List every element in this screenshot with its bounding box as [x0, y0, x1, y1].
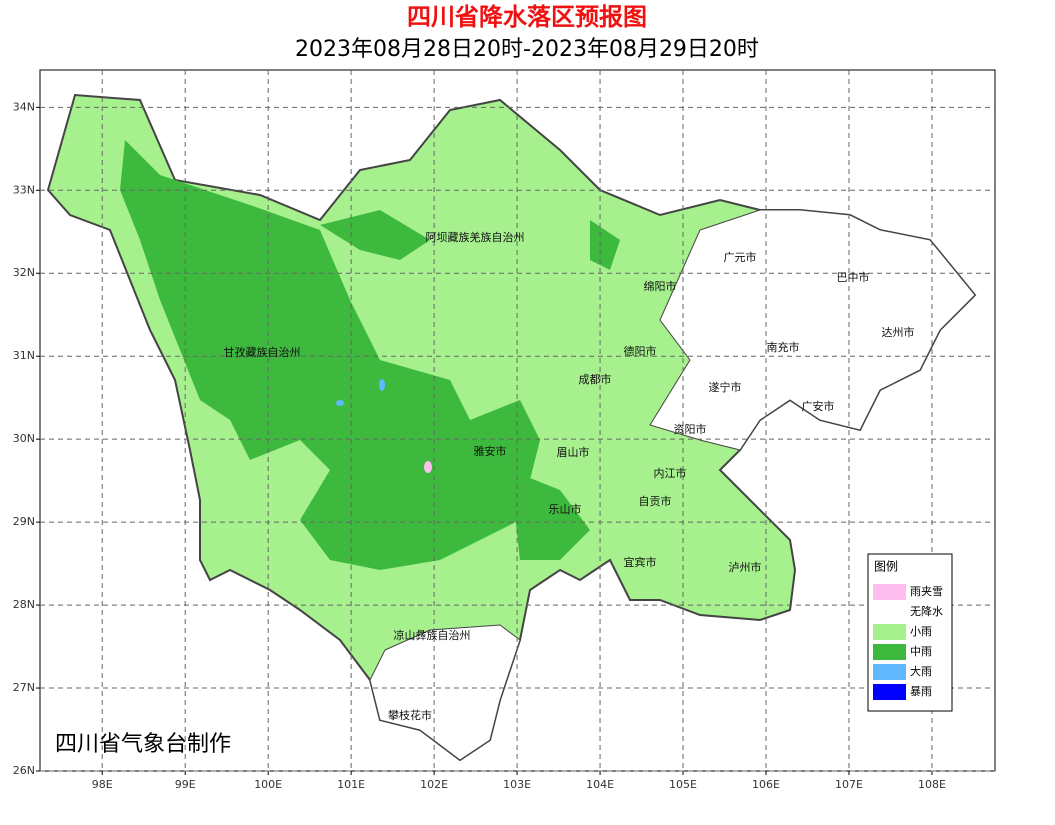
- x-tick-label: 108E: [918, 778, 946, 791]
- place-label: 达州市: [882, 325, 915, 339]
- x-tick-label: 106E: [752, 778, 780, 791]
- place-label: 雅安市: [474, 444, 507, 458]
- y-tick-label: 28N: [13, 598, 35, 611]
- legend-label: 中雨: [910, 645, 932, 658]
- place-label: 眉山市: [557, 445, 590, 459]
- place-label: 遂宁市: [709, 380, 742, 394]
- place-label: 阿坝藏族羌族自治州: [426, 230, 525, 244]
- sleet-area: [424, 461, 432, 473]
- legend-swatch: [873, 604, 906, 620]
- place-label: 泸州市: [729, 560, 762, 574]
- place-label: 凉山彝族自治州: [394, 628, 471, 642]
- x-tick-label: 98E: [92, 778, 113, 791]
- place-label: 广元市: [724, 250, 757, 264]
- y-tick-label: 30N: [13, 432, 35, 445]
- no-rain-area: [649, 209, 976, 451]
- legend-label: 小雨: [910, 625, 932, 638]
- x-tick-label: 103E: [503, 778, 531, 791]
- map-subtitle: 2023年08月28日20时-2023年08月29日20时: [295, 37, 759, 62]
- y-tick-label: 34N: [13, 100, 35, 113]
- place-label: 攀枝花市: [388, 708, 432, 722]
- x-tick-label: 101E: [337, 778, 365, 791]
- legend-swatch: [873, 624, 906, 640]
- y-tick-label: 31N: [13, 349, 35, 362]
- x-tick-label: 105E: [669, 778, 697, 791]
- province: [46, 93, 977, 762]
- legend-swatch: [873, 664, 906, 680]
- place-label: 乐山市: [549, 502, 582, 516]
- place-label: 巴中市: [837, 270, 870, 284]
- legend-label: 暴雨: [910, 685, 932, 698]
- place-label: 自贡市: [639, 494, 672, 508]
- legend-swatch: [873, 584, 906, 600]
- x-tick-label: 107E: [835, 778, 863, 791]
- place-label: 内江市: [654, 466, 687, 480]
- place-label: 资阳市: [674, 422, 707, 436]
- place-label: 甘孜藏族自治州: [224, 345, 301, 359]
- map-title: 四川省降水落区预报图: [407, 3, 647, 31]
- moderate-rain-area: [590, 220, 620, 270]
- x-tick-label: 102E: [420, 778, 448, 791]
- legend-swatch: [873, 644, 906, 660]
- heavy-rain-area: [379, 379, 385, 391]
- heavy-rain-area: [336, 400, 344, 406]
- place-label: 成都市: [579, 372, 612, 386]
- y-tick-label: 33N: [13, 183, 35, 196]
- place-label: 广安市: [802, 399, 835, 413]
- y-tick-label: 29N: [13, 515, 35, 528]
- y-tick-label: 26N: [13, 764, 35, 777]
- place-label: 绵阳市: [644, 279, 677, 293]
- place-label: 德阳市: [624, 344, 657, 358]
- moderate-rain-area: [510, 470, 590, 560]
- place-label: 宜宾市: [624, 555, 657, 569]
- legend-label: 大雨: [910, 664, 932, 678]
- x-tick-label: 100E: [254, 778, 282, 791]
- x-tick-label: 104E: [586, 778, 614, 791]
- x-tick-label: 99E: [175, 778, 196, 791]
- moderate-rain-area: [120, 140, 540, 570]
- place-label: 南充市: [767, 340, 800, 354]
- no-rain-area: [369, 624, 521, 761]
- legend-title: 图例: [874, 560, 898, 574]
- legend-label: 雨夹雪: [910, 585, 943, 598]
- credit: 四川省气象台制作: [55, 732, 231, 757]
- y-tick-label: 27N: [13, 681, 35, 694]
- y-tick-label: 32N: [13, 266, 35, 279]
- legend-label: 无降水: [910, 604, 943, 618]
- legend-swatch: [873, 684, 906, 700]
- moderate-rain-area: [320, 210, 430, 260]
